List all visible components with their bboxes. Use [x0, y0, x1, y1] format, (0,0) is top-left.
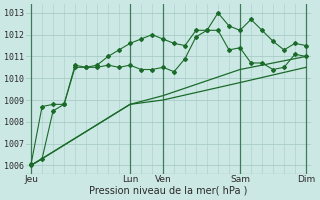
X-axis label: Pression niveau de la mer( hPa ): Pression niveau de la mer( hPa ) — [89, 186, 248, 196]
